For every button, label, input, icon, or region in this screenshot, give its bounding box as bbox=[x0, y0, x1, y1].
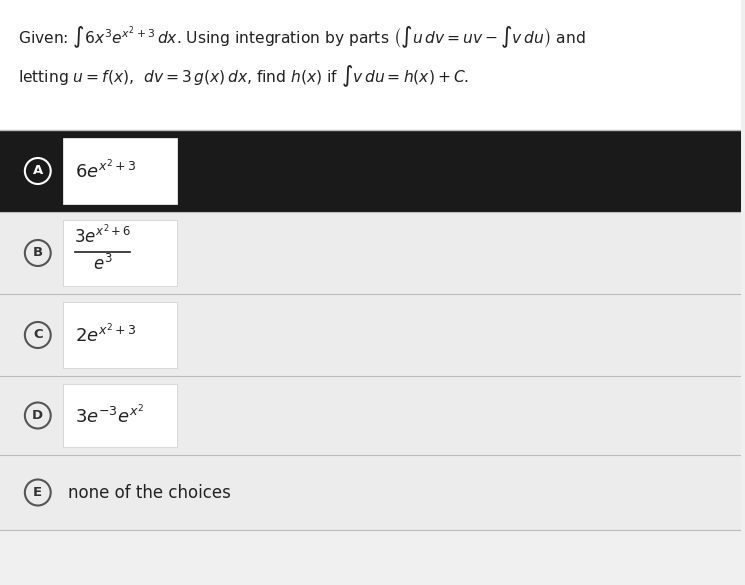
Text: $2e^{x^2+3}$: $2e^{x^2+3}$ bbox=[74, 324, 136, 347]
Text: $6e^{x^2+3}$: $6e^{x^2+3}$ bbox=[74, 159, 136, 183]
Text: $e^3$: $e^3$ bbox=[92, 254, 112, 274]
FancyBboxPatch shape bbox=[0, 294, 741, 376]
Circle shape bbox=[25, 158, 51, 184]
Text: B: B bbox=[33, 246, 43, 260]
Text: $3e^{x^2+6}$: $3e^{x^2+6}$ bbox=[74, 223, 131, 247]
Text: none of the choices: none of the choices bbox=[68, 483, 230, 501]
Text: Given: $\int 6x^3 e^{x^2+3}\,dx$. Using integration by parts $\left(\int u\,dv =: Given: $\int 6x^3 e^{x^2+3}\,dx$. Using … bbox=[18, 25, 586, 52]
Circle shape bbox=[25, 480, 51, 505]
FancyBboxPatch shape bbox=[0, 376, 741, 455]
Text: $3e^{-3}e^{x^2}$: $3e^{-3}e^{x^2}$ bbox=[74, 404, 144, 427]
Text: D: D bbox=[32, 409, 43, 422]
FancyBboxPatch shape bbox=[63, 220, 177, 286]
Text: C: C bbox=[33, 329, 42, 342]
FancyBboxPatch shape bbox=[0, 0, 741, 130]
FancyBboxPatch shape bbox=[0, 455, 741, 530]
Circle shape bbox=[25, 402, 51, 428]
Circle shape bbox=[25, 322, 51, 348]
FancyBboxPatch shape bbox=[0, 212, 741, 294]
FancyBboxPatch shape bbox=[63, 302, 177, 368]
Circle shape bbox=[25, 240, 51, 266]
Text: A: A bbox=[33, 164, 43, 177]
Text: E: E bbox=[34, 486, 42, 499]
Text: letting $u = f(x)$,  $dv = 3\,g(x)\,dx$, find $h(x)$ if $\int v\,du = h(x) + C$.: letting $u = f(x)$, $dv = 3\,g(x)\,dx$, … bbox=[18, 63, 469, 89]
FancyBboxPatch shape bbox=[63, 138, 177, 204]
FancyBboxPatch shape bbox=[0, 130, 741, 212]
FancyBboxPatch shape bbox=[63, 384, 177, 447]
